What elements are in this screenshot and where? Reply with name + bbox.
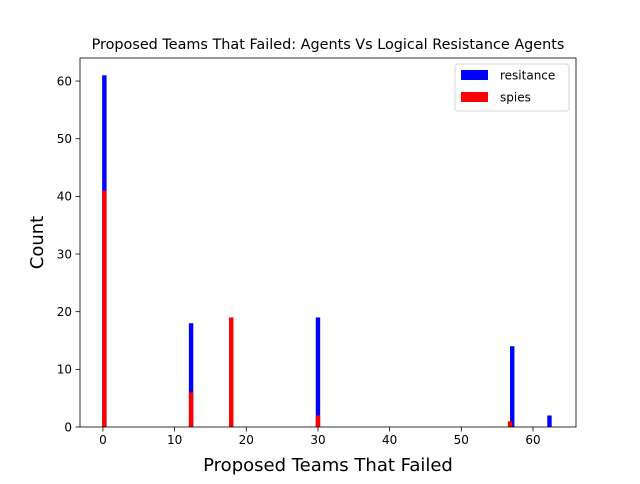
bar-resitance-2: [315, 317, 321, 427]
x-tick-label-6: 60: [525, 433, 540, 447]
x-tick-label-0: 0: [99, 433, 107, 447]
x-tick-label-5: 50: [454, 433, 469, 447]
legend-label-spies: spies: [500, 91, 531, 105]
x-axis-ticks: 0 10 20 30 40 50 60: [99, 427, 541, 447]
legend: resitance spies: [454, 63, 570, 112]
y-tick-label-2: 20: [57, 305, 72, 319]
bar-spies-0: [102, 190, 107, 427]
chart-title: Proposed Teams That Failed: Agents Vs Lo…: [92, 37, 565, 53]
y-axis-label: Count: [27, 216, 48, 269]
y-tick-label-3: 30: [57, 247, 72, 261]
axes-frame: [79, 57, 577, 428]
y-tick-label-4: 40: [57, 190, 72, 204]
y-axis-ticks: 0 10 20 30 40 50 60: [57, 74, 80, 434]
y-tick-label-1: 10: [57, 363, 72, 377]
bar-spies-1: [188, 392, 194, 427]
x-axis-label: Proposed Teams That Failed: [203, 455, 453, 476]
legend-swatch-resitance: [461, 70, 488, 80]
bars-layer: [102, 75, 552, 428]
y-tick-label-5: 50: [57, 132, 72, 146]
bar-spies-3: [315, 415, 321, 427]
bar-resitance-3: [510, 346, 515, 427]
y-tick-label-0: 0: [64, 420, 72, 434]
x-tick-label-1: 10: [167, 433, 182, 447]
bar-resitance-4: [547, 415, 552, 427]
legend-swatch-spies: [461, 92, 488, 102]
bar-spies-4: [507, 421, 513, 427]
x-tick-label-4: 40: [382, 433, 397, 447]
y-tick-label-6: 60: [57, 74, 72, 88]
x-tick-label-2: 20: [239, 433, 254, 447]
bar-resitance-1: [188, 323, 194, 427]
bar-spies-2: [229, 317, 234, 427]
legend-label-resitance: resitance: [500, 69, 555, 83]
x-tick-label-3: 30: [310, 433, 325, 447]
